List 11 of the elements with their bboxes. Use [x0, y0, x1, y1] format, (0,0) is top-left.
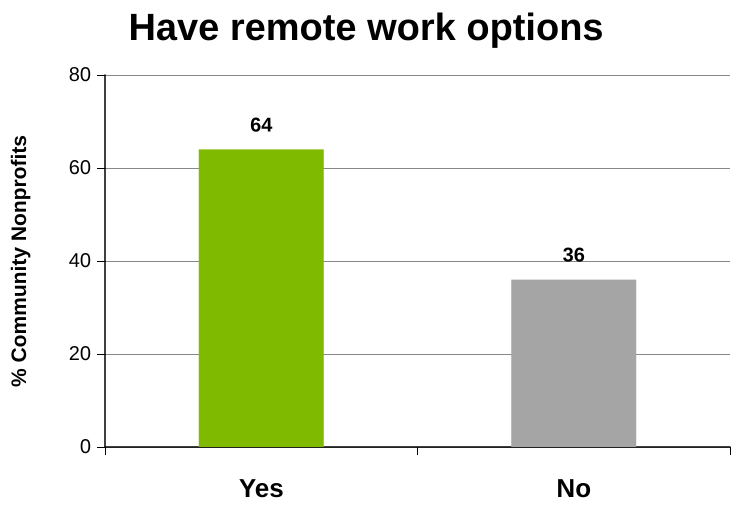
- chart-title: Have remote work options: [128, 7, 604, 49]
- y-tick-label: 0: [80, 436, 91, 458]
- y-tick-label: 40: [68, 250, 91, 272]
- y-tick-label: 60: [68, 157, 91, 179]
- y-tick-label: 20: [68, 343, 91, 365]
- y-axis-title: % Community Nonprofits: [8, 135, 31, 387]
- x-tick-label: No: [556, 473, 592, 503]
- data-label: 64: [250, 114, 274, 136]
- x-tick-label: Yes: [238, 473, 284, 503]
- data-label: 36: [562, 244, 585, 267]
- y-tick-label: 80: [68, 64, 91, 86]
